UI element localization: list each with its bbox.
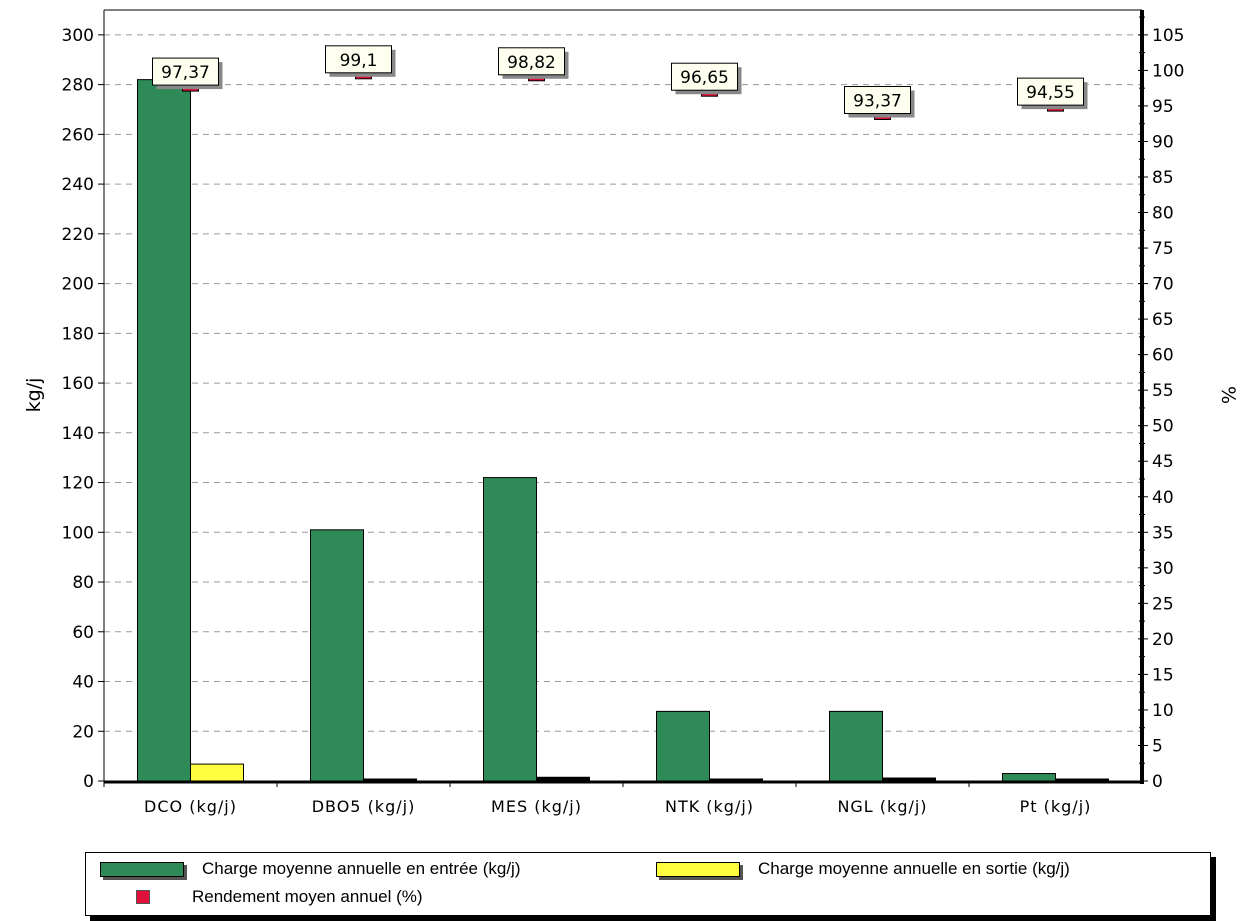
percent-label: 96,65 (680, 68, 729, 88)
y-tick-label-left: 200 (62, 275, 94, 295)
percent-label-box (1017, 77, 1084, 106)
x-tick-label: MES (kg/j) (491, 797, 582, 816)
y-tick-label-right: 60 (1152, 346, 1174, 366)
y-tick-label-right: 70 (1152, 275, 1174, 295)
y-tick-label-right: 10 (1152, 701, 1174, 721)
legend-label-sortie: Charge moyenne annuelle en sortie (kg/j) (758, 859, 1070, 878)
bar-entree (1002, 773, 1056, 782)
y-tick-label-right: 95 (1152, 97, 1174, 117)
percent-label-box (671, 62, 738, 91)
legend-swatch-entree (100, 861, 184, 877)
y-tick-label-right: 25 (1152, 594, 1174, 614)
category-labels: DCO (kg/j) DBO5 (kg/j) MES (kg/j) NTK (kg/j… (144, 797, 1092, 816)
y-tick-label-left: 160 (62, 374, 94, 394)
percent-label: 94,55 (1026, 83, 1075, 103)
x-tick-label: NGL (kg/j) (837, 797, 927, 816)
bar-sortie (536, 776, 590, 782)
legend-label-rendement: Rendement moyen annuel (%) (192, 887, 423, 906)
gridlines (104, 34, 1142, 732)
x-tick-label: DBO5 (kg/j) (312, 797, 416, 816)
y-tick-label-left: 300 (62, 26, 94, 46)
x-tick-label: DCO (kg/j) (144, 797, 237, 816)
legend-item-sortie: Charge moyenne annuelle en sortie (kg/j) (656, 859, 1070, 879)
y-tick-label-left: 100 (62, 523, 94, 543)
legend: Charge moyenne annuelle en entrée (kg/j)… (85, 852, 1211, 916)
axes (98, 9, 1148, 787)
y-tick-label-right: 90 (1152, 132, 1174, 152)
y-tick-label-right: 15 (1152, 665, 1174, 685)
bar-entree (656, 710, 710, 782)
y-tick-label-left: 280 (62, 76, 94, 96)
y-tick-label-right: 105 (1152, 26, 1184, 46)
y-tick-label-left: 260 (62, 125, 94, 145)
percent-label: 93,37 (853, 92, 902, 112)
bars (137, 79, 1109, 782)
y-tick-label-right: 85 (1152, 168, 1174, 188)
y-tick-label-right: 45 (1152, 452, 1174, 472)
y-tick-label-left: 220 (62, 225, 94, 245)
y-tick-label-right: 20 (1152, 630, 1174, 650)
bar-entree (483, 477, 537, 782)
y-tick-label-left: 140 (62, 424, 94, 444)
y-tick-label-right: 50 (1152, 417, 1174, 437)
bar-sortie (190, 763, 244, 782)
legend-label-entree: Charge moyenne annuelle en entrée (kg/j) (202, 859, 521, 878)
y-tick-label-right: 5 (1152, 736, 1163, 756)
y-tick-label-right: 65 (1152, 310, 1174, 330)
tick-labels: 0204060801001201401601802002202402602803… (62, 26, 1185, 792)
y-tick-label-left: 180 (62, 324, 94, 344)
y-tick-label-left: 60 (72, 623, 94, 643)
bar-entree (310, 529, 364, 782)
y-tick-label-left: 120 (62, 474, 94, 494)
y-tick-label-left: 20 (72, 722, 94, 742)
legend-swatch-rendement (136, 890, 150, 904)
y-tick-label-right: 100 (1152, 61, 1184, 81)
percent-label: 99,1 (340, 51, 378, 71)
y-tick-label-left: 40 (72, 673, 94, 693)
y-tick-label-left: 80 (72, 573, 94, 593)
percent-label-box (325, 45, 392, 74)
y-tick-label-right: 55 (1152, 381, 1174, 401)
y-tick-label-right: 75 (1152, 239, 1174, 259)
y-tick-label-right: 35 (1152, 523, 1174, 543)
percent-label-box (844, 86, 911, 115)
bar-entree (829, 710, 883, 782)
percent-label-box (498, 47, 565, 76)
y-tick-label-right: 30 (1152, 559, 1174, 579)
percent-labels: 97,37 99,1 98,82 96,65 93,37 94,55 (152, 45, 1088, 121)
y-tick-label-right: 80 (1152, 204, 1174, 224)
y-axis-title-left: kg/j (23, 378, 45, 413)
y-tick-label-left: 240 (62, 175, 94, 195)
y-tick-label-right: 0 (1152, 772, 1163, 792)
y-axis-title-right: % (1217, 386, 1239, 404)
chart: 0204060801001201401601802002202402602803… (23, 9, 1239, 816)
x-tick-label: NTK (kg/j) (665, 797, 754, 816)
legend-item-rendement: Rendement moyen annuel (%) (100, 887, 423, 907)
y-tick-label-right: 40 (1152, 488, 1174, 508)
y-tick-label-left: 0 (83, 772, 94, 792)
legend-item-entree: Charge moyenne annuelle en entrée (kg/j) (100, 859, 520, 879)
legend-swatch-sortie (656, 861, 740, 877)
bar-entree (137, 79, 191, 782)
percent-label: 97,37 (161, 63, 210, 83)
x-tick-label: Pt (kg/j) (1020, 797, 1092, 816)
percent-label-box (152, 57, 219, 86)
percent-label: 98,82 (507, 53, 556, 73)
